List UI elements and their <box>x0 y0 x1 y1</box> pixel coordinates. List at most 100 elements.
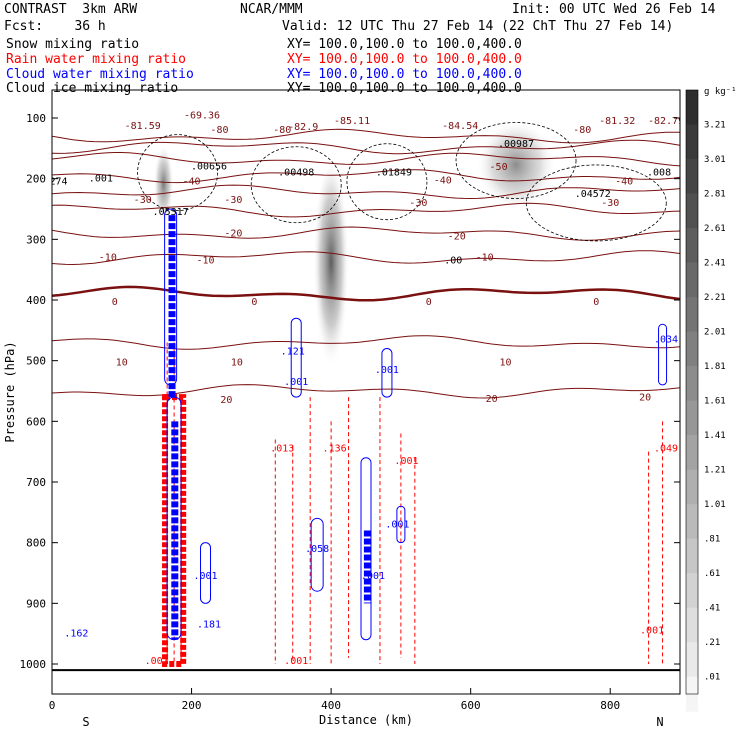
temp-label-7: -80 <box>573 125 591 136</box>
temp-label-27: 10 <box>116 358 128 369</box>
temp-label-17: -30 <box>601 198 619 209</box>
ytick-label-800: 800 <box>26 537 46 550</box>
temp-label-28: 10 <box>231 358 243 369</box>
ice-label-5: .00 <box>444 256 462 267</box>
temp-contour--70 <box>52 139 680 155</box>
field-xy-cloud-water: XY= 100.0,100.0 to 100.0,400.0 <box>287 67 522 82</box>
colorbar-level-16: .01 <box>704 673 720 683</box>
cloud-water-label-9: .001 <box>361 571 385 582</box>
cloud-water-label-5: .001 <box>284 377 308 388</box>
ice-label-9: .05317 <box>153 207 189 218</box>
temp-label-8: -81.32 <box>599 116 635 127</box>
colorbar-level-2: 2.81 <box>704 190 726 200</box>
colorbar-cell-0 <box>686 90 698 126</box>
cloud-water-label-4: .181 <box>197 620 221 631</box>
temp-label-2: -82.9 <box>288 122 318 133</box>
colorbar-cell-7 <box>686 331 698 367</box>
temp-label-12: -40 <box>434 176 452 187</box>
temp-label-16: -30 <box>409 198 427 209</box>
colorbar-level-10: 1.21 <box>704 466 726 476</box>
rain-label-1: .136 <box>323 444 347 455</box>
colorbar-level-6: 2.01 <box>704 328 726 338</box>
ice-label-0: .00656 <box>191 162 227 173</box>
ice-label-7: .001 <box>89 174 113 185</box>
plot-area: -81.59-69.36-82.9-80-80-85.11 -84.54 -80-8… <box>43 111 680 672</box>
temp-label-22: -10 <box>476 253 494 264</box>
north-label: N <box>656 715 663 729</box>
temp-label-30: 20 <box>220 395 232 406</box>
xtick-label-600: 600 <box>461 699 481 712</box>
temp-label-26: 0 <box>593 297 599 308</box>
temp-contour--80 <box>52 128 680 144</box>
colorbar-cell-10 <box>686 435 698 471</box>
x-axis-label: Distance (km) <box>319 713 413 727</box>
colorbar-level-15: .21 <box>704 638 720 648</box>
ice-label-2: .01849 <box>376 168 412 179</box>
rain-label-6: .001 <box>284 656 308 667</box>
rain-label-2: .049 <box>654 444 678 455</box>
temp-label-11: -40 <box>183 177 201 188</box>
colorbar-cell-5 <box>686 262 698 298</box>
ice-outline-4 <box>525 164 667 242</box>
colorbar-level-11: 1.01 <box>704 500 726 510</box>
ice-outline-3 <box>455 122 577 199</box>
ice-label-6: .008 <box>647 168 671 179</box>
cloud-water-label-2: .034 <box>654 334 678 345</box>
temp-contour-0 <box>52 285 680 302</box>
colorbar-level-4: 2.41 <box>704 259 726 269</box>
colorbar-cell-6 <box>686 297 698 333</box>
cloud-water-contour-2 <box>290 317 302 398</box>
colorbar-cell-4 <box>686 228 698 264</box>
temp-label-18: -20 <box>224 228 242 239</box>
org-title: NCAR/MMM <box>240 2 303 17</box>
temp-contour-10 <box>52 335 680 350</box>
temp-label-25: 0 <box>426 297 432 308</box>
colorbar-cell-1 <box>686 124 698 160</box>
field-label-cloud-ice: Cloud ice mixing ratio <box>6 81 179 96</box>
colorbar-cell-16 <box>686 642 698 678</box>
cloud-water-label-1: .058 <box>305 544 329 555</box>
rain-label-5: .001 <box>145 656 169 667</box>
ytick-label-400: 400 <box>26 294 46 307</box>
field-label-rain: Rain water mixing ratio <box>6 52 187 67</box>
cloud-water-label-7: .001 <box>385 520 409 531</box>
colorbar-cell-2 <box>686 159 698 195</box>
temp-contour--60 <box>52 152 680 167</box>
ice-outline-1 <box>250 146 342 224</box>
colorbar-unit: g kg⁻¹ <box>704 87 737 97</box>
temp-contour-20 <box>52 384 680 399</box>
temp-contour--10 <box>52 250 680 266</box>
field-label-snow: Snow mixing ratio <box>6 37 140 52</box>
ice-label-8: .274 <box>43 177 67 188</box>
temp-label-29: 10 <box>500 358 512 369</box>
ytick-label-300: 300 <box>26 233 46 246</box>
cloud-water-contour-4 <box>360 457 372 641</box>
rain-label-3: .001 <box>394 456 418 467</box>
colorbar-cell-14 <box>686 573 698 609</box>
colorbar-level-3: 2.61 <box>704 224 726 234</box>
colorbar-level-1: 3.01 <box>704 155 726 165</box>
colorbar-cell-3 <box>686 193 698 229</box>
y-axis-label: Pressure (hPa) <box>3 341 17 442</box>
cloud-water-contour-7 <box>658 323 668 386</box>
rain-label-0: .013 <box>270 444 294 455</box>
colorbar-cell-13 <box>686 538 698 574</box>
ice-outline-0 <box>137 134 219 212</box>
colorbar-cell-12 <box>686 504 698 540</box>
ytick-label-700: 700 <box>26 476 46 489</box>
temp-label-1: -69.36 <box>184 111 220 122</box>
field-xy-rain: XY= 100.0,100.0 to 100.0,400.0 <box>287 52 522 67</box>
xtick-label-200: 200 <box>182 699 202 712</box>
colorbar-level-8: 1.61 <box>704 397 726 407</box>
cloud-water-label-3: .162 <box>64 629 88 640</box>
model-title: CONTRAST 3km ARW <box>4 2 138 17</box>
valid-time: Valid: 12 UTC Thu 27 Feb 14 (22 ChT Thu … <box>282 19 674 34</box>
cloud-water-contour-5 <box>381 348 393 398</box>
temp-label-6: -84.54 <box>442 121 478 132</box>
init-time: Init: 00 UTC Wed 26 Feb 14 <box>512 2 716 17</box>
temp-contour--40 <box>52 184 680 200</box>
south-label: S <box>82 715 89 729</box>
cloud-water-contour-6 <box>396 505 406 544</box>
ice-label-1: .00498 <box>278 168 314 179</box>
